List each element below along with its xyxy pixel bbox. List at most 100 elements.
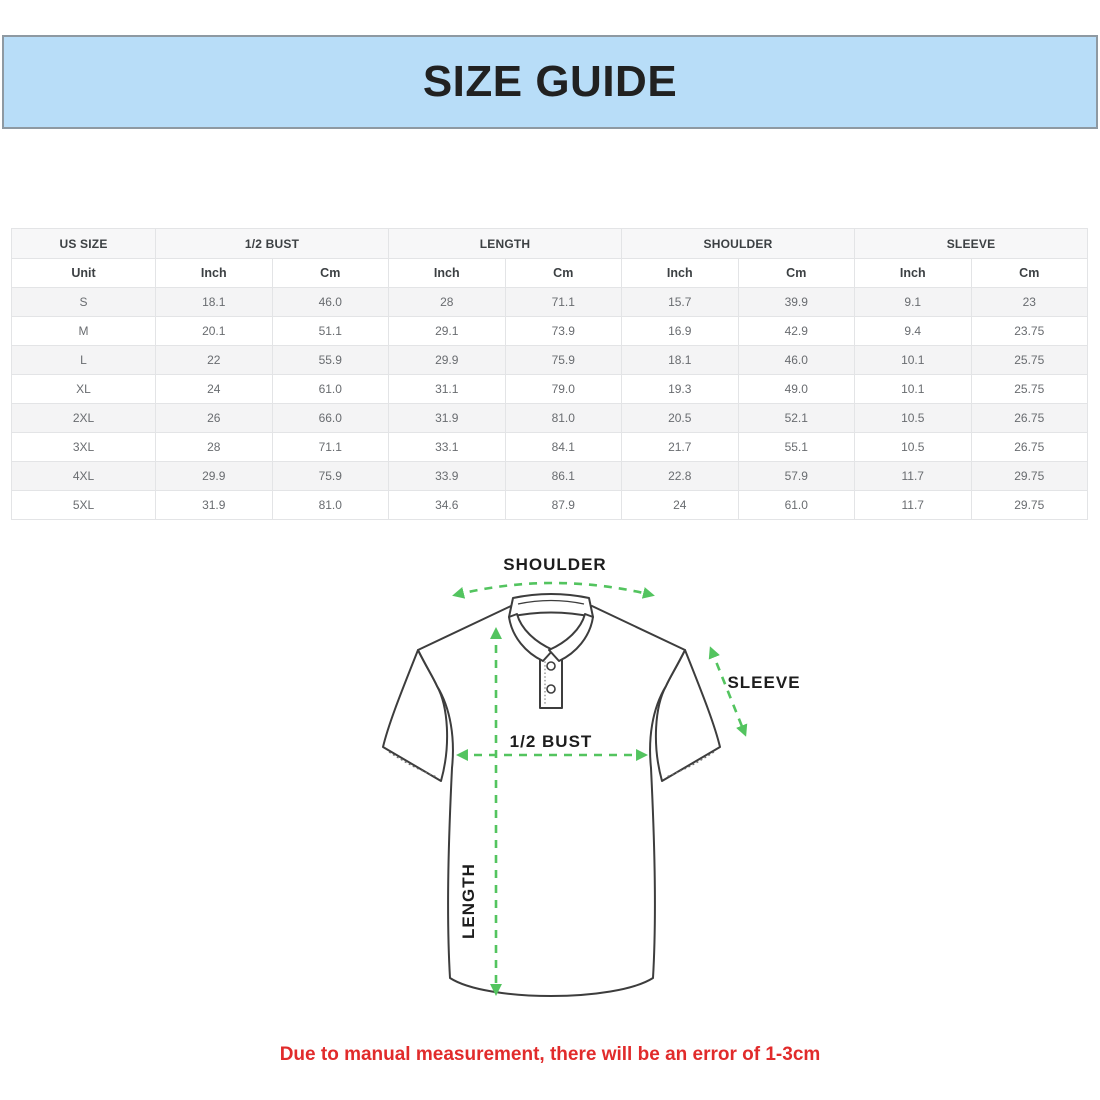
value-cell: 22.8 — [621, 461, 739, 491]
value-cell: 10.1 — [854, 374, 972, 404]
value-cell: 81.0 — [504, 403, 622, 433]
column-header-bust: 1/2 BUST — [155, 228, 389, 259]
column-header-length: LENGTH — [388, 228, 622, 259]
value-cell: 26.75 — [970, 432, 1088, 462]
value-cell: 73.9 — [504, 316, 622, 346]
size-cell: S — [11, 287, 156, 317]
button-top — [546, 661, 556, 671]
value-cell: 28 — [155, 432, 273, 462]
size-cell: 2XL — [11, 403, 156, 433]
value-cell: 29.1 — [388, 316, 506, 346]
table-row: M 20.1 51.1 29.1 73.9 16.9 42.9 9.4 23.75 — [11, 316, 1088, 346]
value-cell: 28 — [388, 287, 506, 317]
length-label: LENGTH — [459, 863, 478, 939]
value-cell: 15.7 — [621, 287, 739, 317]
table-row: 4XL 29.9 75.9 33.9 86.1 22.8 57.9 11.7 29.75 — [11, 461, 1088, 491]
value-cell: 11.7 — [854, 490, 972, 520]
value-cell: 34.6 — [388, 490, 506, 520]
unit-header: Inch — [854, 258, 972, 288]
unit-header: Inch — [621, 258, 739, 288]
size-cell: XL — [11, 374, 156, 404]
value-cell: 75.9 — [271, 461, 389, 491]
shirt-body-outline — [417, 605, 686, 997]
value-cell: 24 — [155, 374, 273, 404]
value-cell: 42.9 — [737, 316, 855, 346]
unit-header: Cm — [271, 258, 389, 288]
value-cell: 24 — [621, 490, 739, 520]
table-row: 2XL 26 66.0 31.9 81.0 20.5 52.1 10.5 26.75 — [11, 403, 1088, 433]
size-chart-table: US SIZE 1/2 BUST LENGTH SHOULDER SLEEVE … — [11, 228, 1088, 520]
value-cell: 39.9 — [737, 287, 855, 317]
value-cell: 61.0 — [737, 490, 855, 520]
left-sleeve-stitch — [388, 751, 438, 778]
size-cell: 3XL — [11, 432, 156, 462]
group-header-row: US SIZE 1/2 BUST LENGTH SHOULDER SLEEVE — [11, 228, 1088, 259]
right-sleeve-stitch — [665, 751, 715, 778]
value-cell: 71.1 — [504, 287, 622, 317]
value-cell: 22 — [155, 345, 273, 375]
sleeve-label: SLEEVE — [727, 673, 800, 692]
value-cell: 51.1 — [271, 316, 389, 346]
value-cell: 29.9 — [388, 345, 506, 375]
value-cell: 55.1 — [737, 432, 855, 462]
value-cell: 25.75 — [970, 374, 1088, 404]
value-cell: 18.1 — [155, 287, 273, 317]
unit-header: Cm — [504, 258, 622, 288]
value-cell: 11.7 — [854, 461, 972, 491]
value-cell: 46.0 — [271, 287, 389, 317]
value-cell: 71.1 — [271, 432, 389, 462]
value-cell: 57.9 — [737, 461, 855, 491]
unit-header: Unit — [11, 258, 156, 288]
measurement-disclaimer: Due to manual measurement, there will be… — [279, 1044, 821, 1065]
value-cell: 9.4 — [854, 316, 972, 346]
table-row: L 22 55.9 29.9 75.9 18.1 46.0 10.1 25.75 — [11, 345, 1088, 375]
value-cell: 87.9 — [504, 490, 622, 520]
unit-header-row: Unit Inch Cm Inch Cm Inch Cm Inch Cm — [11, 258, 1088, 288]
value-cell: 29.9 — [155, 461, 273, 491]
table-row: 5XL 31.9 81.0 34.6 87.9 24 61.0 11.7 29.75 — [11, 490, 1088, 520]
value-cell: 20.1 — [155, 316, 273, 346]
table-row: S 18.1 46.0 28 71.1 15.7 39.9 9.1 23 — [11, 287, 1088, 317]
value-cell: 86.1 — [504, 461, 622, 491]
value-cell: 31.9 — [155, 490, 273, 520]
value-cell: 55.9 — [271, 345, 389, 375]
value-cell: 18.1 — [621, 345, 739, 375]
value-cell: 75.9 — [504, 345, 622, 375]
size-cell: M — [11, 316, 156, 346]
value-cell: 23.75 — [970, 316, 1088, 346]
collar-fold-line — [517, 599, 585, 605]
size-guide-banner: SIZE GUIDE — [2, 35, 1098, 129]
size-table-body: S 18.1 46.0 28 71.1 15.7 39.9 9.1 23 M 20.1 51.1 29.… — [11, 287, 1088, 520]
column-header-sleeve: SLEEVE — [854, 228, 1088, 259]
value-cell: 33.9 — [388, 461, 506, 491]
value-cell: 66.0 — [271, 403, 389, 433]
column-header-shoulder: SHOULDER — [621, 228, 855, 259]
value-cell: 20.5 — [621, 403, 739, 433]
value-cell: 10.1 — [854, 345, 972, 375]
value-cell: 21.7 — [621, 432, 739, 462]
size-cell: 5XL — [11, 490, 156, 520]
unit-header: Cm — [737, 258, 855, 288]
value-cell: 81.0 — [271, 490, 389, 520]
value-cell: 19.3 — [621, 374, 739, 404]
page-title: SIZE GUIDE — [422, 57, 678, 106]
unit-header: Inch — [388, 258, 506, 288]
value-cell: 16.9 — [621, 316, 739, 346]
unit-header: Cm — [970, 258, 1088, 288]
unit-header: Inch — [155, 258, 273, 288]
table-row: 3XL 28 71.1 33.1 84.1 21.7 55.1 10.5 26.75 — [11, 432, 1088, 462]
value-cell: 84.1 — [504, 432, 622, 462]
bust-label: 1/2 BUST — [510, 732, 593, 751]
button-bottom — [546, 684, 556, 694]
value-cell: 49.0 — [737, 374, 855, 404]
shirt-measurement-diagram: SHOULDER SLEEVE 1/2 BUST LENGTH — [382, 555, 800, 997]
shoulder-label: SHOULDER — [503, 555, 606, 574]
value-cell: 25.75 — [970, 345, 1088, 375]
value-cell: 52.1 — [737, 403, 855, 433]
value-cell: 33.1 — [388, 432, 506, 462]
value-cell: 23 — [970, 287, 1088, 317]
sleeve-arrow — [708, 646, 748, 737]
value-cell: 10.5 — [854, 403, 972, 433]
value-cell: 79.0 — [504, 374, 622, 404]
